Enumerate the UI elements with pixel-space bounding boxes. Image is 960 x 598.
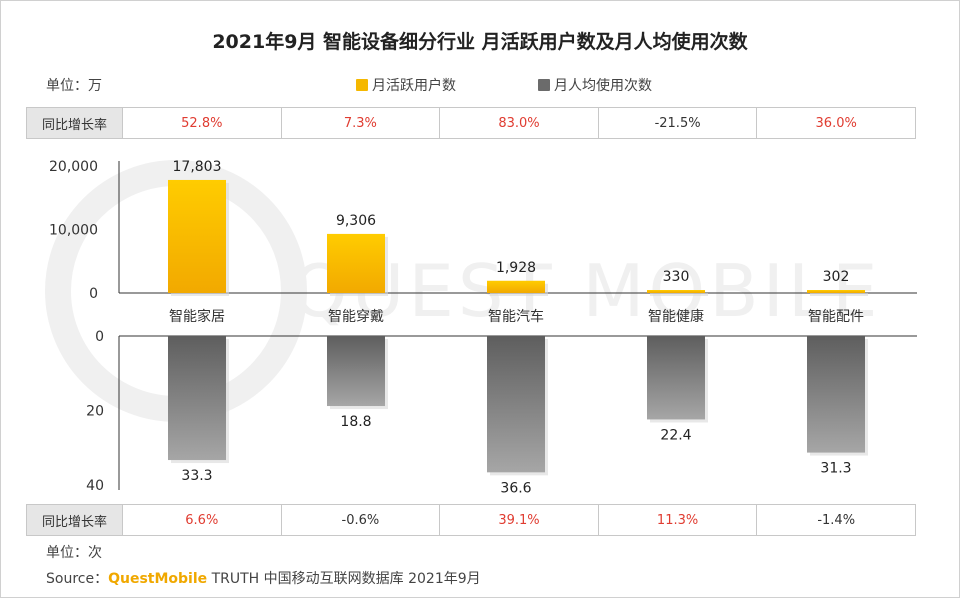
source-prefix: Source： <box>46 571 109 587</box>
usage-bar <box>168 336 226 461</box>
legend-swatch-mau <box>356 79 368 91</box>
yoy-cell-top: 36.0% <box>756 107 916 139</box>
mau-value-label: 1,928 <box>496 260 536 276</box>
usage-value-label: 36.6 <box>500 480 531 496</box>
legend-item-usage: 月人均使用次数 <box>538 75 652 95</box>
yoy-table-top: 同比增长率 52.8% 7.3% 83.0% -21.5% 36.0% <box>26 107 916 139</box>
y-tick-label-bottom: 20 <box>86 404 104 420</box>
mau-bar <box>807 290 865 293</box>
unit-bottom: 单位：次 <box>46 545 102 561</box>
usage-bar <box>807 336 865 453</box>
chart-title: 2021年9月 智能设备细分行业 月活跃用户数及月人均使用次数 <box>212 31 748 53</box>
mau-value-label: 17,803 <box>173 159 222 175</box>
y-tick-label-bottom: 40 <box>86 478 104 494</box>
yoy-table-bottom: 同比增长率 6.6% -0.6% 39.1% 11.3% -1.4% <box>26 504 916 536</box>
yoy-cell-top: 7.3% <box>280 107 441 139</box>
watermark-text: QUEST MOBILE <box>291 249 881 333</box>
yoy-cell-top: 83.0% <box>439 107 599 139</box>
yoy-cell-bottom: 6.6% <box>122 504 282 536</box>
unit-top: 单位：万 <box>46 78 102 94</box>
mau-bar-shadow <box>810 293 868 296</box>
mau-value-label: 9,306 <box>336 213 376 229</box>
yoy-cell-bottom: 11.3% <box>597 504 758 536</box>
usage-bars: 33.3 18.8 36.6 22.4 31.3 <box>168 336 868 496</box>
mau-bar <box>168 179 226 293</box>
yoy-cell-bottom: -0.6% <box>280 504 441 536</box>
usage-value-label: 31.3 <box>820 461 851 477</box>
legend-label-mau: 月活跃用户数 <box>372 78 456 94</box>
mau-bars: 17,803 9,306 1,928 330 302 <box>168 159 868 296</box>
yoy-cell-bottom: 39.1% <box>439 504 599 536</box>
mau-value-label: 302 <box>823 269 850 285</box>
legend-swatch-usage <box>538 79 550 91</box>
mau-bar-shadow <box>650 293 708 296</box>
legend: 月活跃用户数 月人均使用次数 <box>356 75 652 95</box>
mau-bar <box>487 280 545 293</box>
usage-value-label: 22.4 <box>660 427 691 443</box>
y-tick-label-bottom: 0 <box>95 329 104 345</box>
y-tick-label-top: 20,000 <box>49 159 98 175</box>
yoy-row-bottom: 同比增长率 6.6% -0.6% 39.1% 11.3% -1.4% <box>26 504 916 536</box>
yoy-row-top: 同比增长率 52.8% 7.3% 83.0% -21.5% 36.0% <box>26 107 916 139</box>
mau-value-label: 330 <box>663 269 690 285</box>
source-brand: QuestMobile <box>108 571 208 587</box>
y-tick-label-top: 0 <box>89 286 98 302</box>
x-category-label: 智能穿戴 <box>328 309 384 325</box>
mau-bar <box>647 290 705 293</box>
x-category-label: 智能家居 <box>169 308 225 325</box>
y-tick-label-top: 10,000 <box>49 223 98 239</box>
mau-bar <box>327 233 385 293</box>
source-rest: TRUTH 中国移动互联网数据库 2021年9月 <box>207 571 481 587</box>
axes: 20,000 10,000 0 0 20 40 智能家居 智能穿戴 智能汽车 智能健康 智能配件 <box>49 159 917 494</box>
legend-item-mau: 月活跃用户数 <box>356 75 456 95</box>
usage-bar <box>647 336 705 420</box>
yoy-cell-top: 52.8% <box>122 107 282 139</box>
usage-value-label: 18.8 <box>340 414 371 430</box>
usage-value-label: 33.3 <box>181 468 212 484</box>
usage-bar <box>487 336 545 473</box>
yoy-label-top: 同比增长率 <box>26 107 123 139</box>
yoy-cell-bottom: -1.4% <box>756 504 916 536</box>
yoy-label-bottom: 同比增长率 <box>26 504 123 536</box>
x-category-label: 智能配件 <box>808 309 864 325</box>
source-note: Source：QuestMobile TRUTH 中国移动互联网数据库 2021… <box>46 568 481 588</box>
x-category-label: 智能健康 <box>648 308 704 325</box>
usage-bar <box>327 336 385 407</box>
yoy-cell-top: -21.5% <box>597 107 758 139</box>
x-category-label: 智能汽车 <box>488 308 544 325</box>
legend-label-usage: 月人均使用次数 <box>554 78 652 94</box>
